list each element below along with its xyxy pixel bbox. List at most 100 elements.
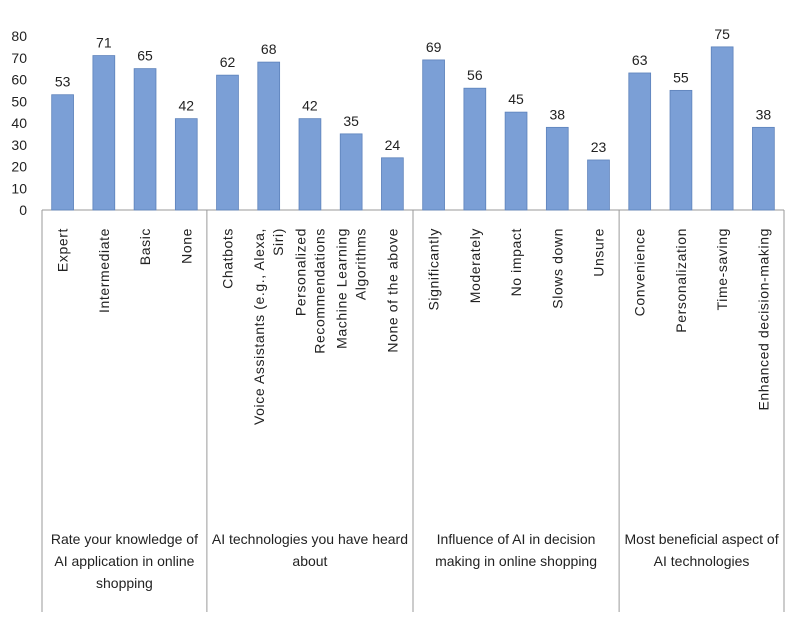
category-label: Moderately — [467, 228, 483, 303]
category-label-line: Basic — [137, 228, 153, 265]
group-label: Influence of AI in decision making in onl… — [415, 528, 617, 572]
category-label: Basic — [137, 228, 153, 265]
data-label: 23 — [591, 139, 607, 155]
y-tick-label: 40 — [11, 115, 27, 131]
category-label: None — [178, 228, 194, 264]
data-label: 55 — [673, 69, 689, 85]
category-label: No impact — [508, 228, 524, 296]
category-label: Voice Assistants (e.g., Alexa, Siri) — [251, 228, 286, 425]
bar — [298, 118, 322, 211]
bar — [422, 59, 445, 211]
category-label-line: Chatbots — [220, 228, 236, 289]
category-label-line: Time-saving — [714, 228, 730, 310]
data-label: 63 — [632, 52, 648, 68]
data-label: 45 — [508, 91, 524, 107]
bar — [710, 46, 734, 211]
data-label: 69 — [426, 39, 442, 55]
bar — [752, 126, 775, 211]
data-label: 56 — [467, 67, 483, 83]
bar — [339, 133, 363, 211]
data-label: 62 — [220, 54, 236, 70]
category-label-line: Unsure — [591, 228, 607, 277]
y-tick-label: 20 — [11, 159, 27, 175]
data-label: 38 — [756, 106, 772, 122]
group-label: AI technologies you have heard about — [209, 528, 411, 572]
category-label: Convenience — [632, 228, 648, 316]
group-label-line: about — [292, 553, 328, 569]
category-label-line: Siri) — [270, 228, 286, 256]
group-label-line: AI technologies — [653, 553, 750, 569]
y-tick-label: 80 — [11, 28, 27, 44]
data-label: 42 — [302, 98, 318, 114]
category-label: Machine Learning Algorithms — [334, 228, 369, 349]
group-label-line: Influence of AI in decision — [436, 531, 596, 547]
data-label: 42 — [178, 98, 194, 114]
group-label-text: Most beneficial aspect of AI technologies — [621, 528, 782, 572]
category-label: Expert — [55, 228, 71, 272]
data-label: 75 — [714, 26, 730, 42]
category-label: Intermediate — [96, 228, 112, 313]
category-label: Personalized Recommendations — [292, 228, 327, 354]
data-label: 68 — [261, 41, 277, 57]
category-label-line: None — [178, 228, 194, 264]
category-label-line: None of the above — [384, 228, 400, 353]
group-label-text: Influence of AI in decision making in onl… — [415, 528, 617, 572]
group-label-line: making in online shopping — [435, 553, 597, 569]
bar — [133, 68, 157, 211]
bar — [463, 87, 487, 211]
bar — [51, 94, 74, 211]
data-label: 53 — [55, 74, 71, 90]
category-label: Significantly — [426, 228, 442, 311]
group-label-text: Rate your knowledge of AI application in … — [44, 528, 205, 594]
group-label-text: AI technologies you have heard about — [209, 528, 411, 572]
bar — [381, 157, 404, 211]
y-tick-label: 10 — [11, 180, 27, 196]
data-label: 24 — [385, 137, 401, 153]
bar — [587, 159, 610, 211]
y-tick-label: 30 — [11, 137, 27, 153]
bar — [216, 74, 239, 211]
group-label-line: shopping — [96, 575, 153, 591]
category-label-line: Recommendations — [311, 228, 327, 354]
category-label-line: Significantly — [426, 228, 442, 311]
category-label-line: Enhanced decision-making — [755, 228, 771, 411]
data-label: 71 — [96, 35, 112, 51]
bar — [92, 55, 116, 211]
category-label-line: Moderately — [467, 228, 483, 303]
category-label-line: Convenience — [632, 228, 648, 316]
data-label: 65 — [137, 48, 153, 64]
category-label-line: Algorithms — [353, 228, 369, 300]
group-label-line: AI technologies you have heard — [211, 531, 408, 547]
y-tick-label: 0 — [19, 202, 27, 218]
category-label-line: Slows down — [549, 228, 565, 309]
category-label: Time-saving — [714, 228, 730, 310]
category-label-line: Voice Assistants (e.g., Alexa, — [251, 228, 267, 425]
bar — [628, 72, 652, 211]
group-label-line: Most beneficial aspect of — [624, 531, 779, 547]
group-label: Rate your knowledge of AI application in … — [44, 528, 205, 594]
category-label: Enhanced decision-making — [755, 228, 771, 411]
bar — [174, 118, 198, 211]
category-label: None of the above — [384, 228, 400, 353]
category-label: Chatbots — [220, 228, 236, 289]
category-label: Unsure — [591, 228, 607, 277]
bar — [545, 126, 569, 211]
data-label: 35 — [343, 113, 359, 129]
category-label-line: Intermediate — [96, 228, 112, 313]
bar — [669, 89, 693, 211]
group-label-line: Rate your knowledge of — [50, 531, 198, 547]
category-label-line: Expert — [55, 228, 71, 272]
y-tick-label: 70 — [11, 50, 27, 66]
y-tick-label: 60 — [11, 72, 27, 88]
data-label: 38 — [549, 106, 565, 122]
category-label-line: Personalization — [673, 228, 689, 333]
bar — [257, 61, 281, 211]
category-label-line: Machine Learning — [334, 228, 350, 349]
category-label-line: No impact — [508, 228, 524, 296]
category-label: Personalization — [673, 228, 689, 333]
category-label: Slows down — [549, 228, 565, 309]
group-label: Most beneficial aspect of AI technologies — [621, 528, 782, 572]
bar — [504, 111, 528, 211]
group-label-line: AI application in online — [54, 553, 195, 569]
